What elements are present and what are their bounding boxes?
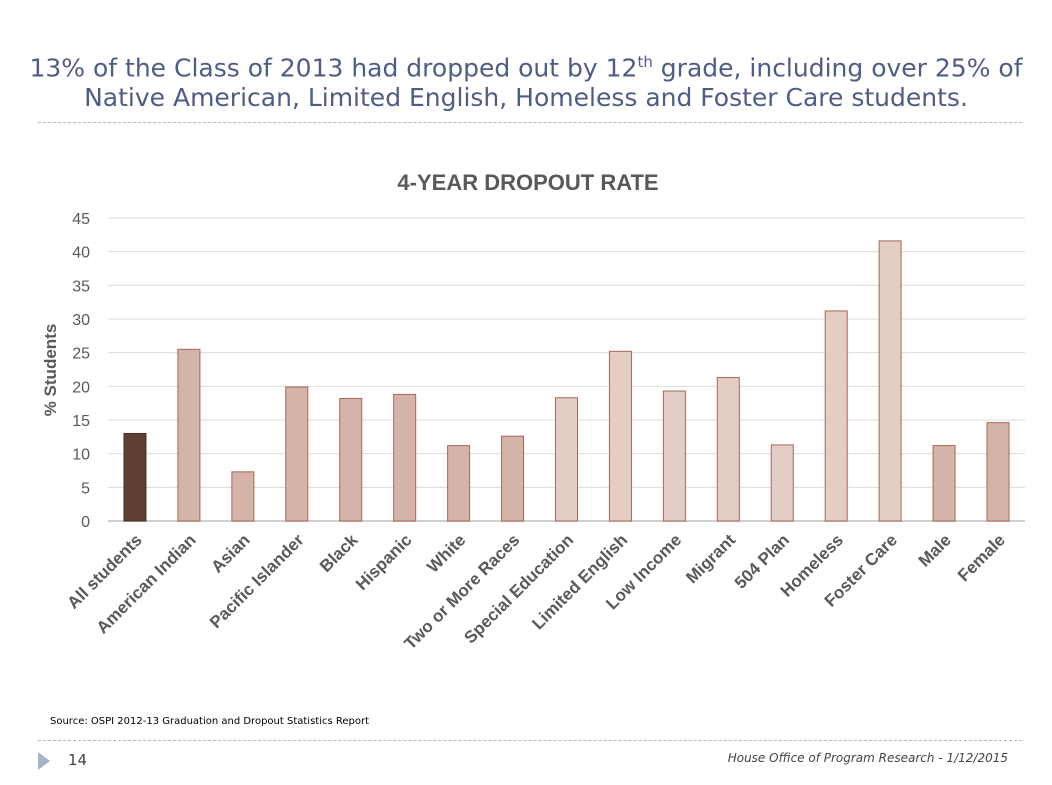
y-axis-label: % Students <box>41 324 60 417</box>
y-tick-label: 35 <box>72 278 90 295</box>
bar <box>878 240 902 522</box>
x-tick-label: Female <box>954 530 1009 585</box>
headline-text: 13% of the Class of 2013 had dropped out… <box>29 53 638 83</box>
x-tick-label: American Indian <box>93 530 200 637</box>
x-tick-label: Black <box>316 530 362 576</box>
page-number: 14 <box>68 751 88 769</box>
x-tick-label: Limited English <box>528 530 631 633</box>
x-tick-label: Pacific Islander <box>206 530 308 632</box>
source-note: Source: OSPI 2012-13 Graduation and Drop… <box>50 716 370 727</box>
bar <box>608 350 632 522</box>
y-tick-label: 30 <box>72 312 90 329</box>
slide-marker-icon <box>38 752 50 770</box>
y-tick-label: 5 <box>81 480 90 497</box>
bar <box>986 422 1010 522</box>
bar <box>770 444 794 522</box>
y-tick-label: 20 <box>72 379 90 396</box>
y-tick-label: 15 <box>72 413 90 430</box>
y-tick-label: 25 <box>72 346 90 363</box>
x-tick-label: Asian <box>208 530 254 576</box>
bar <box>285 386 309 522</box>
bar <box>555 397 578 522</box>
y-tick-label: 0 <box>81 514 90 531</box>
bar <box>501 435 525 522</box>
y-tick-label: 10 <box>72 447 90 464</box>
chart-title: 4-YEAR DROPOUT RATE <box>397 170 658 195</box>
bar <box>824 310 848 522</box>
bar <box>393 393 417 522</box>
y-tick-label: 40 <box>72 245 90 262</box>
bar-chart: 4-YEAR DROPOUT RATE % Students 0 5 10 15 20 2… <box>41 170 1025 653</box>
bar <box>932 445 956 522</box>
x-tick-label: Male <box>915 530 955 570</box>
headline-line-2: Native American, Limited English, Homele… <box>84 83 968 112</box>
x-tick-label: White <box>423 530 469 576</box>
y-tick-label: 45 <box>72 211 90 228</box>
x-tick-label: Hispanic <box>352 530 416 594</box>
bar <box>716 377 740 522</box>
bar <box>231 471 255 522</box>
top-divider <box>38 122 1022 123</box>
bar <box>447 445 471 522</box>
bar <box>123 432 147 522</box>
bar <box>177 348 201 522</box>
headline-text: grade, including over 25% of <box>652 53 1023 83</box>
footer-credit: House Office of Program Research - 1/12/… <box>727 751 1008 765</box>
headline-superscript: th <box>637 53 653 71</box>
bar <box>339 397 363 522</box>
bar <box>662 390 686 522</box>
bottom-divider <box>38 740 1022 741</box>
headline-line-1: 13% of the Class of 2013 had dropped out… <box>0 44 1052 86</box>
